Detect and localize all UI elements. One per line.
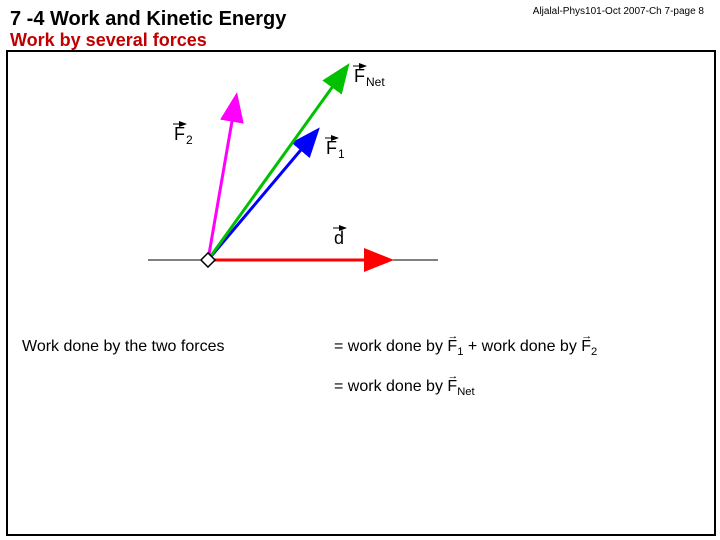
rhs1-prefix: = work done by: [334, 338, 447, 355]
subtitle: Work by several forces: [10, 30, 207, 51]
rhs2-prefix: = work done by: [334, 378, 447, 395]
svg-text:F: F: [326, 138, 337, 158]
rhs-line-1: = work done by →F1 + work done by →F2: [334, 338, 597, 358]
svg-text:d: d: [334, 228, 344, 248]
rhs1-mid: + work done by: [463, 338, 581, 355]
FNet-sub: Net: [457, 386, 474, 398]
svg-text:1: 1: [338, 147, 345, 161]
F2-sub: 2: [591, 346, 597, 358]
arrow-over-icon: →: [447, 330, 458, 342]
svg-text:F: F: [354, 66, 365, 86]
vector-F1: →F1: [447, 338, 463, 358]
F1-sub: 1: [457, 346, 463, 358]
arrow-over-icon: →: [447, 370, 458, 382]
rhs-line-2: = work done by →FNet: [334, 378, 475, 398]
vector-FNet: →FNet: [447, 378, 474, 398]
arrow-over-icon: →: [581, 330, 592, 342]
lhs-text: Work done by the two forces: [22, 338, 224, 356]
attribution-text: Aljalal-Phys101-Oct 2007-Ch 7-page 8: [533, 6, 704, 17]
content-frame: FNetF1F2d Work done by the two forces = …: [6, 50, 716, 536]
svg-text:Net: Net: [366, 75, 385, 89]
vector-F2: →F2: [581, 338, 597, 358]
force-diagram: FNetF1F2d: [148, 60, 468, 290]
section-title: 7 -4 Work and Kinetic Energy: [10, 8, 286, 31]
svg-text:F: F: [174, 124, 185, 144]
svg-text:2: 2: [186, 133, 193, 147]
